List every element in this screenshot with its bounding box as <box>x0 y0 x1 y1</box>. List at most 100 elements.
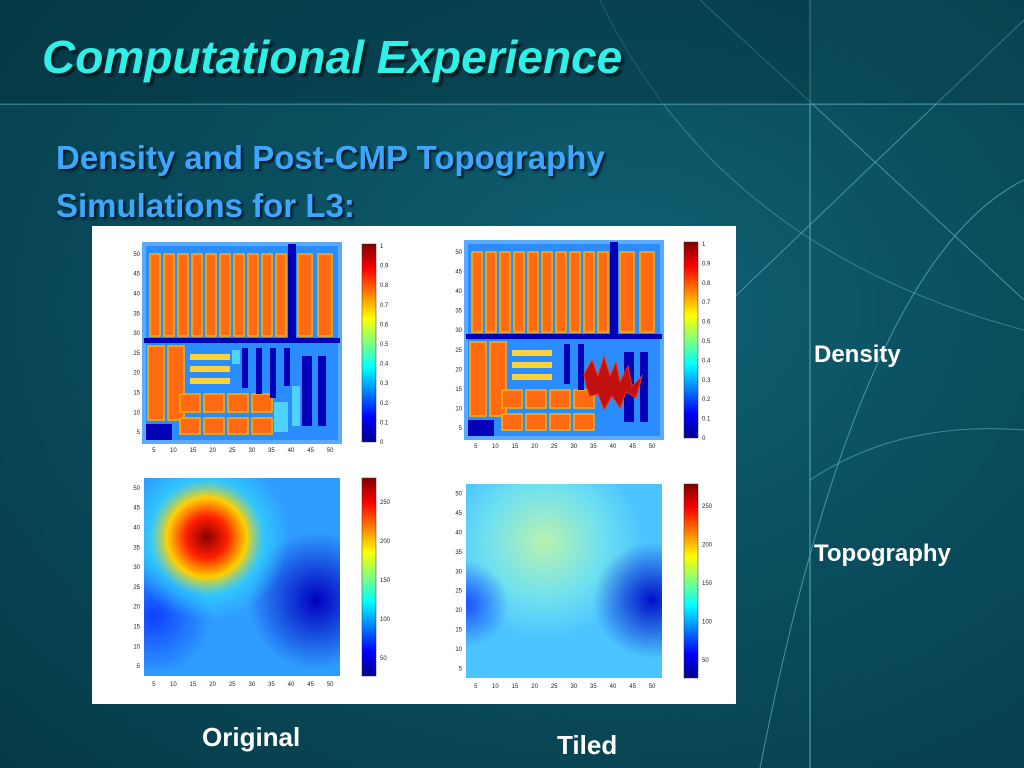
x-tick-label: 45 <box>307 448 314 454</box>
colorbar-tick-label: 0.1 <box>702 417 711 423</box>
colorbar-tick-label: 1 <box>380 244 384 250</box>
colorbar-tick-label: 0.8 <box>380 283 389 289</box>
colorbar-tick-label: 50 <box>380 656 387 662</box>
subtitle-line-1: Density and Post-CMP Topography <box>56 139 605 176</box>
y-tick-label: 50 <box>455 492 462 498</box>
y-tick-label: 35 <box>133 311 140 317</box>
x-tick-label: 15 <box>512 684 519 690</box>
x-tick-label: 5 <box>474 684 478 690</box>
x-tick-label: 35 <box>268 682 275 688</box>
y-tick-label: 45 <box>133 272 140 278</box>
y-tick-label: 45 <box>455 511 462 517</box>
x-tick-label: 45 <box>629 684 636 690</box>
colorbar-tick-label: 1 <box>702 242 706 248</box>
colorbar-tick-label: 0.5 <box>380 342 389 348</box>
y-tick-label: 35 <box>455 550 462 556</box>
x-tick-label: 45 <box>629 444 636 450</box>
y-tick-label: 50 <box>133 252 140 258</box>
x-tick-label: 50 <box>649 684 656 690</box>
colorbar-tick-label: 0.2 <box>702 397 711 403</box>
colorbar-tick-label: 100 <box>380 617 391 623</box>
x-tick-label: 40 <box>610 684 617 690</box>
x-tick-label: 30 <box>570 684 577 690</box>
y-tick-label: 15 <box>133 391 140 397</box>
x-tick-label: 15 <box>190 682 197 688</box>
original-column-label: Original <box>202 722 301 752</box>
colorbar-tick-label: 0.3 <box>380 381 389 387</box>
y-tick-label: 40 <box>455 531 462 537</box>
x-tick-label: 10 <box>170 682 177 688</box>
y-tick-label: 5 <box>137 430 141 436</box>
y-tick-label: 20 <box>455 367 462 373</box>
y-tick-label: 35 <box>455 309 462 315</box>
x-tick-label: 40 <box>610 444 617 450</box>
y-tick-label: 30 <box>133 565 140 571</box>
colorbar-tick-label: 0.2 <box>380 401 389 407</box>
x-tick-label: 20 <box>531 684 538 690</box>
subtitle-line-2: Simulations for L3: <box>56 187 355 224</box>
y-tick-label: 10 <box>133 644 140 650</box>
colorbar-tick-label: 0.6 <box>702 320 711 326</box>
y-tick-label: 30 <box>455 569 462 575</box>
y-tick-label: 25 <box>133 585 140 591</box>
colorbar-tick-label: 0.8 <box>702 281 711 287</box>
colorbar-tick-label: 0.7 <box>380 303 389 309</box>
slide-title: Computational Experience <box>42 31 623 83</box>
y-tick-label: 40 <box>133 526 140 532</box>
y-tick-label: 45 <box>455 269 462 275</box>
x-tick-label: 10 <box>170 448 177 454</box>
colorbar-tick-label: 150 <box>702 581 713 587</box>
x-tick-label: 20 <box>531 444 538 450</box>
x-tick-label: 25 <box>229 682 236 688</box>
x-tick-label: 40 <box>288 682 295 688</box>
y-tick-label: 30 <box>455 328 462 334</box>
x-tick-label: 50 <box>327 682 334 688</box>
x-tick-label: 25 <box>551 444 558 450</box>
y-tick-label: 40 <box>455 289 462 295</box>
x-tick-label: 10 <box>492 444 499 450</box>
x-tick-label: 20 <box>209 682 216 688</box>
y-tick-label: 5 <box>137 664 141 670</box>
x-tick-label: 45 <box>307 682 314 688</box>
colorbar-tick-label: 0.1 <box>380 420 389 426</box>
y-tick-label: 10 <box>133 410 140 416</box>
colorbar-tick-label: 100 <box>702 620 713 626</box>
x-tick-label: 35 <box>590 444 597 450</box>
y-tick-label: 20 <box>133 371 140 377</box>
tiled-column-label: Tiled <box>557 730 618 760</box>
y-tick-label: 45 <box>133 506 140 512</box>
x-tick-label: 40 <box>288 448 295 454</box>
original-plots-panel: 50 45 40 35 30 25 20 15 10 5 5 10 15 20 25 30 35 40 45 50 … <box>92 226 414 704</box>
density-row-label: Density <box>814 341 901 368</box>
colorbar-tick-label: 0.4 <box>380 362 389 368</box>
y-tick-label: 25 <box>133 351 140 357</box>
x-tick-label: 5 <box>152 448 156 454</box>
y-tick-label: 10 <box>455 407 462 413</box>
y-tick-label: 5 <box>459 666 463 672</box>
x-tick-label: 20 <box>209 448 216 454</box>
y-tick-label: 10 <box>455 647 462 653</box>
colorbar-tick-label: 0.7 <box>702 300 711 306</box>
y-tick-label: 25 <box>455 589 462 595</box>
colorbar-tick-label: 0.5 <box>702 339 711 345</box>
x-tick-label: 50 <box>327 448 334 454</box>
colorbar-tick-label: 0.9 <box>702 261 711 267</box>
colorbar-tick-label: 0 <box>380 440 384 446</box>
x-tick-label: 35 <box>590 684 597 690</box>
x-tick-label: 50 <box>649 444 656 450</box>
x-tick-label: 15 <box>512 444 519 450</box>
y-tick-label: 15 <box>133 625 140 631</box>
colorbar-tick-label: 0.6 <box>380 322 389 328</box>
x-tick-label: 5 <box>152 682 156 688</box>
y-tick-label: 5 <box>459 426 463 432</box>
topography-row-label: Topography <box>814 540 951 567</box>
colorbar-tick-label: 0.9 <box>380 264 389 270</box>
y-tick-label: 20 <box>455 608 462 614</box>
x-tick-label: 25 <box>551 684 558 690</box>
y-tick-label: 35 <box>133 545 140 551</box>
colorbar-tick-label: 0.4 <box>702 358 711 364</box>
y-tick-label: 25 <box>455 348 462 354</box>
